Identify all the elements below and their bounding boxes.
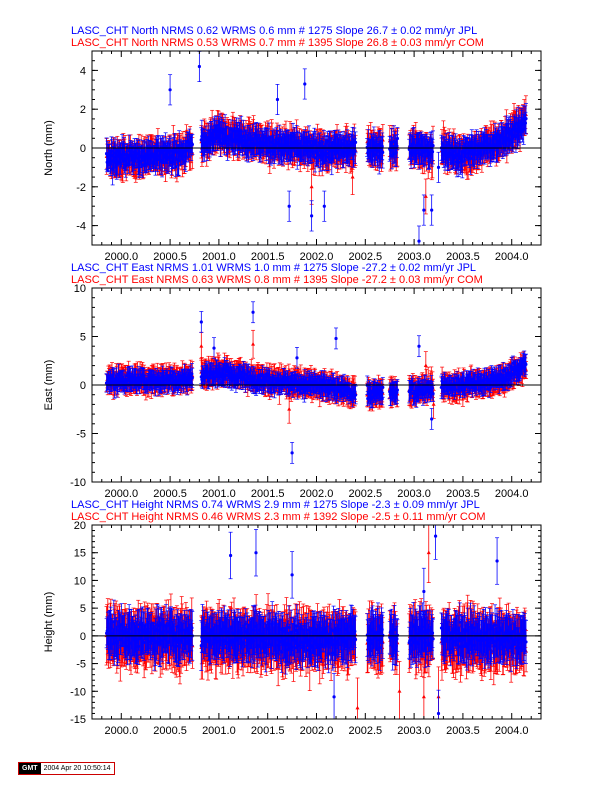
data-point <box>381 151 384 154</box>
data-point <box>110 149 113 152</box>
data-point <box>395 151 398 154</box>
data-point <box>310 185 314 189</box>
data-point <box>457 161 460 164</box>
data-point <box>191 143 194 146</box>
data-point <box>396 137 399 140</box>
panel-north: LASC_CHT North NRMS 0.62 WRMS 0.6 mm # 1… <box>43 25 541 263</box>
data-point <box>354 141 357 144</box>
plot-area <box>105 51 528 256</box>
header-line-jpl: LASC_CHT North NRMS 0.62 WRMS 0.6 mm # 1… <box>71 25 477 37</box>
data-point <box>353 150 356 153</box>
header-line-com: LASC_CHT North NRMS 0.53 WRMS 0.7 mm # 1… <box>71 37 484 49</box>
data-point <box>469 157 472 160</box>
data-point <box>174 165 177 168</box>
data-point <box>351 175 355 179</box>
data-point <box>431 150 434 153</box>
series-jpl <box>105 51 528 256</box>
data-point <box>431 144 434 147</box>
data-point <box>395 144 398 147</box>
